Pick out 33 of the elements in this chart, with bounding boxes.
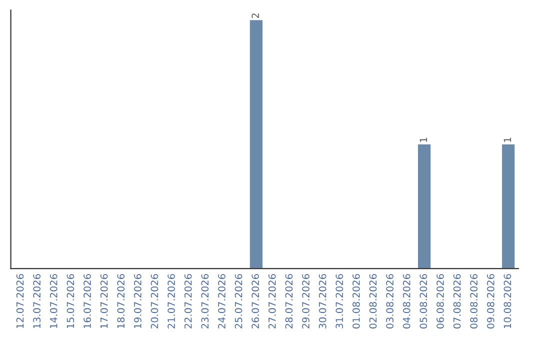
data-label: 2 <box>252 14 259 18</box>
data-label: 1 <box>504 138 511 142</box>
x-tick-label: 04.08.2026 <box>402 274 410 328</box>
x-tick-label: 03.08.2026 <box>386 274 394 328</box>
x-tick-label: 12.07.2026 <box>16 274 24 328</box>
x-tick-label: 07.08.2026 <box>453 274 461 328</box>
x-tick-label: 18.07.2026 <box>117 274 125 328</box>
x-tick-label: 08.08.2026 <box>470 274 478 328</box>
x-tick-label: 31.07.2026 <box>336 274 344 328</box>
x-tick-label: 09.08.2026 <box>486 274 494 328</box>
x-tick-label: 26.07.2026 <box>252 274 260 328</box>
x-tick-label: 23.07.2026 <box>201 274 209 328</box>
data-label: 1 <box>420 138 427 142</box>
x-tick-label: 05.08.2026 <box>420 274 428 328</box>
x-tick-label: 28.07.2026 <box>285 274 293 328</box>
x-tick-label: 21.07.2026 <box>168 274 175 328</box>
x-tick-label: 25.07.2026 <box>234 274 242 328</box>
x-tick-label: 13.07.2026 <box>33 274 41 328</box>
x-tick-label: 14.07.2026 <box>50 274 58 328</box>
x-tick-label: 17.07.2026 <box>100 274 108 328</box>
x-tick-label: 29.07.2026 <box>302 274 310 328</box>
x-tick-label: 15.07.2026 <box>66 274 74 328</box>
x-tick-label: 22.07.2026 <box>184 274 192 328</box>
x-tick-label: 06.08.2026 <box>436 274 444 328</box>
x-tick-label: 30.07.2026 <box>318 274 326 328</box>
x-tick-label: 02.08.2026 <box>369 274 377 328</box>
x-tick-label: 19.07.2026 <box>134 274 142 328</box>
x-tick-label: 20.07.2026 <box>150 274 158 328</box>
x-tick-label: 10.08.2026 <box>504 274 512 328</box>
x-tick-label: 24.07.2026 <box>218 274 226 328</box>
x-tick-label: 27.07.2026 <box>268 274 276 328</box>
x-tick-label: 01.08.2026 <box>352 274 360 328</box>
x-tick-label: 16.07.2026 <box>84 274 91 328</box>
